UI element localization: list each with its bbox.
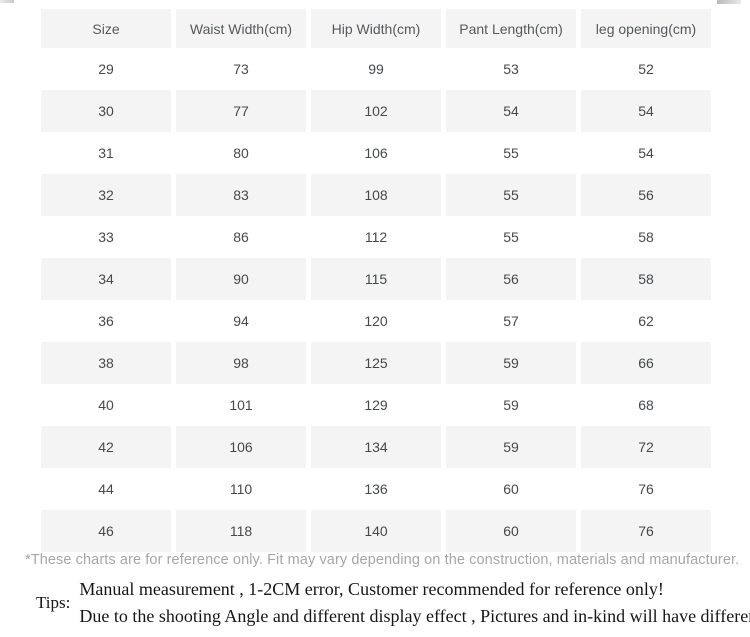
measurement-cell: 86 [176, 216, 306, 258]
measurement-cell: 94 [176, 300, 306, 342]
size-cell: 32 [41, 174, 171, 216]
table-row: 40 101 129 59 68 [41, 384, 711, 426]
table-row: 36 94 120 57 62 [41, 300, 711, 342]
measurement-cell: 118 [176, 510, 306, 552]
tips-block: Tips: Manual measurement , 1-2CM error, … [36, 576, 750, 630]
measurement-cell: 53 [446, 48, 576, 90]
tips-lines: Manual measurement , 1-2CM error, Custom… [79, 576, 750, 630]
table-header-row: Size Waist Width(cm) Hip Width(cm) Pant Len… [41, 9, 711, 48]
measurement-cell: 101 [176, 384, 306, 426]
size-chart-table: Size Waist Width(cm) Hip Width(cm) Pant Len… [36, 9, 716, 552]
table-row: 30 77 102 54 54 [41, 90, 711, 132]
measurement-cell: 110 [176, 468, 306, 510]
measurement-cell: 60 [446, 510, 576, 552]
screenshot-artifact-top-right [717, 0, 741, 4]
measurement-cell: 99 [311, 48, 441, 90]
column-header: Size [41, 9, 171, 48]
reference-disclaimer: *These charts are for reference only. Fi… [25, 552, 740, 568]
measurement-cell: 120 [311, 300, 441, 342]
size-cell: 33 [41, 216, 171, 258]
measurement-cell: 98 [176, 342, 306, 384]
table-row: 29 73 99 53 52 [41, 48, 711, 90]
measurement-cell: 140 [311, 510, 441, 552]
measurement-cell: 55 [446, 174, 576, 216]
measurement-cell: 76 [581, 468, 711, 510]
size-cell: 40 [41, 384, 171, 426]
table-row: 34 90 115 56 58 [41, 258, 711, 300]
tips-label: Tips: [36, 593, 71, 612]
measurement-cell: 62 [581, 300, 711, 342]
size-cell: 30 [41, 90, 171, 132]
table-row: 32 83 108 55 56 [41, 174, 711, 216]
measurement-cell: 106 [176, 426, 306, 468]
measurement-cell: 90 [176, 258, 306, 300]
size-chart-header: Size Waist Width(cm) Hip Width(cm) Pant Len… [41, 9, 711, 48]
measurement-cell: 80 [176, 132, 306, 174]
table-row: 38 98 125 59 66 [41, 342, 711, 384]
size-cell: 34 [41, 258, 171, 300]
size-cell: 46 [41, 510, 171, 552]
column-header: Waist Width(cm) [176, 9, 306, 48]
measurement-cell: 129 [311, 384, 441, 426]
table-row: 42 106 134 59 72 [41, 426, 711, 468]
size-cell: 36 [41, 300, 171, 342]
measurement-cell: 136 [311, 468, 441, 510]
measurement-cell: 59 [446, 384, 576, 426]
column-header: leg opening(cm) [581, 9, 711, 48]
measurement-cell: 57 [446, 300, 576, 342]
measurement-cell: 66 [581, 342, 711, 384]
table-row: 46 118 140 60 76 [41, 510, 711, 552]
measurement-cell: 56 [581, 174, 711, 216]
measurement-cell: 72 [581, 426, 711, 468]
measurement-cell: 83 [176, 174, 306, 216]
tips-line: Due to the shooting Angle and different … [79, 606, 750, 626]
measurement-cell: 55 [446, 216, 576, 258]
size-cell: 42 [41, 426, 171, 468]
measurement-cell: 106 [311, 132, 441, 174]
size-cell: 38 [41, 342, 171, 384]
measurement-cell: 112 [311, 216, 441, 258]
measurement-cell: 60 [446, 468, 576, 510]
measurement-cell: 54 [446, 90, 576, 132]
measurement-cell: 59 [446, 426, 576, 468]
measurement-cell: 102 [311, 90, 441, 132]
measurement-cell: 125 [311, 342, 441, 384]
size-cell: 44 [41, 468, 171, 510]
table-row: 44 110 136 60 76 [41, 468, 711, 510]
measurement-cell: 54 [581, 132, 711, 174]
tips-line: Manual measurement , 1-2CM error, Custom… [79, 579, 664, 599]
size-cell: 29 [41, 48, 171, 90]
measurement-cell: 58 [581, 258, 711, 300]
measurement-cell: 59 [446, 342, 576, 384]
measurement-cell: 56 [446, 258, 576, 300]
column-header: Hip Width(cm) [311, 9, 441, 48]
measurement-cell: 115 [311, 258, 441, 300]
column-header: Pant Length(cm) [446, 9, 576, 48]
measurement-cell: 55 [446, 132, 576, 174]
size-chart-body: 29 73 99 53 52 30 77 102 54 54 31 80 106 55 54 32 83 108 5… [41, 48, 711, 552]
measurement-cell: 76 [581, 510, 711, 552]
measurement-cell: 52 [581, 48, 711, 90]
size-cell: 31 [41, 132, 171, 174]
table-row: 33 86 112 55 58 [41, 216, 711, 258]
measurement-cell: 108 [311, 174, 441, 216]
measurement-cell: 77 [176, 90, 306, 132]
measurement-cell: 58 [581, 216, 711, 258]
screenshot-artifact-top-left [0, 0, 14, 3]
measurement-cell: 68 [581, 384, 711, 426]
table-row: 31 80 106 55 54 [41, 132, 711, 174]
measurement-cell: 134 [311, 426, 441, 468]
measurement-cell: 73 [176, 48, 306, 90]
measurement-cell: 54 [581, 90, 711, 132]
